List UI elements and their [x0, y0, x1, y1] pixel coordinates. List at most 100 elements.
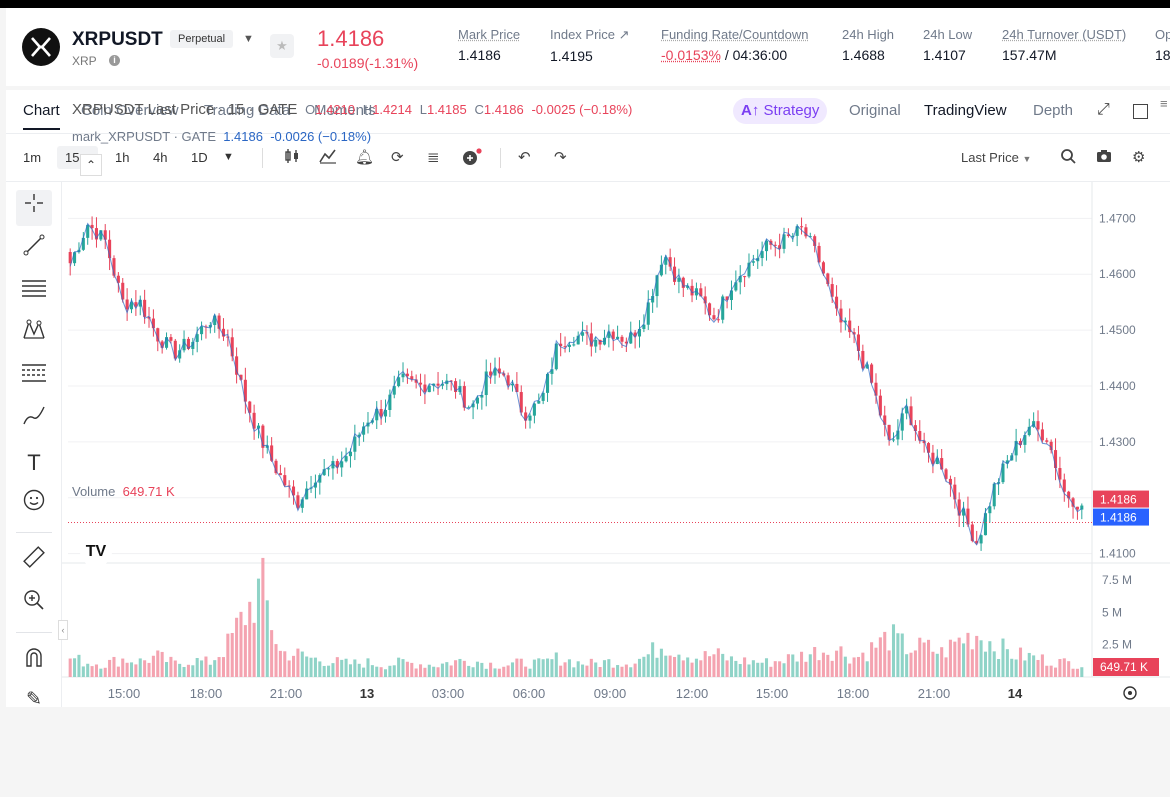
- collapse-sidebar-icon[interactable]: ‹: [58, 620, 68, 640]
- price-chart[interactable]: 1.47001.46001.45001.44001.43001.42001.41…: [62, 182, 1170, 797]
- volume-bar: [423, 667, 427, 677]
- interval-1d[interactable]: 1D: [191, 150, 208, 165]
- volume-bar: [576, 661, 580, 677]
- candle-body: [983, 513, 987, 536]
- candle-type-icon[interactable]: [284, 148, 300, 168]
- funding-rate-value[interactable]: -0.0153%: [661, 47, 721, 63]
- mark-legend-value: 1.4186: [223, 129, 263, 144]
- zoom-in-icon[interactable]: [16, 588, 52, 624]
- candle-body: [1058, 468, 1062, 480]
- indicators-icon[interactable]: [319, 148, 337, 168]
- candle-body: [681, 277, 685, 288]
- window-mode-icon[interactable]: [1133, 104, 1148, 119]
- stat-index-price: Index Price ↗ 1.4195: [550, 27, 630, 64]
- text-tool-icon[interactable]: T: [27, 450, 41, 475]
- candle-body: [861, 350, 865, 369]
- candle-body: [966, 508, 970, 525]
- candle-body: [760, 251, 764, 259]
- interval-1m[interactable]: 1m: [23, 150, 42, 165]
- candle-body: [1080, 505, 1084, 510]
- undo-icon[interactable]: ↶: [518, 149, 531, 166]
- alert-icon[interactable]: 🔔︎: [355, 149, 375, 166]
- volume-bar: [944, 657, 948, 677]
- symbol-dropdown-icon[interactable]: ▼: [243, 33, 254, 45]
- price-axis-label: 1.4100: [1099, 547, 1136, 561]
- candle-body: [217, 315, 221, 329]
- volume-bar: [283, 651, 287, 677]
- favorite-star-icon[interactable]: ★: [270, 34, 294, 58]
- volume-bar: [353, 659, 357, 677]
- pencil-lock-icon[interactable]: ✎: [26, 689, 42, 707]
- settings-gear-icon[interactable]: ⚙: [1132, 149, 1146, 166]
- candle-body: [440, 384, 444, 386]
- crosshair-icon[interactable]: [16, 190, 52, 226]
- strategy-button[interactable]: A↑ Strategy: [733, 98, 828, 124]
- screenshot-camera-icon[interactable]: [1096, 148, 1112, 168]
- interval-1h[interactable]: 1h: [115, 150, 130, 165]
- info-icon[interactable]: i: [109, 55, 120, 66]
- volume-bar: [103, 667, 107, 677]
- candle-body: [471, 403, 475, 408]
- volume-bar: [905, 654, 909, 677]
- volume-bar: [677, 654, 681, 677]
- pattern-icon[interactable]: [16, 318, 52, 354]
- candle-body: [165, 337, 169, 348]
- trend-line-icon[interactable]: [16, 233, 52, 269]
- volume-bar: [506, 665, 510, 677]
- tab-coin-overview[interactable]: Coin Overview: [81, 102, 179, 119]
- volume-bar: [769, 666, 773, 677]
- search-icon[interactable]: [1060, 148, 1076, 168]
- templates-icon[interactable]: ≣: [427, 149, 440, 166]
- candle-body: [791, 235, 795, 237]
- volume-bar: [708, 656, 712, 677]
- tab-trading-data[interactable]: Trading Data: [204, 102, 291, 119]
- fib-retracement-icon[interactable]: [16, 360, 52, 396]
- price-type-select[interactable]: Last Price ▼: [961, 150, 1032, 165]
- tab-moments[interactable]: Moments: [314, 102, 376, 119]
- mark-price-tag-label: 1.4186: [1100, 511, 1137, 525]
- tab-original[interactable]: Original: [849, 102, 901, 119]
- volume-bar: [856, 656, 860, 677]
- time-axis-label: 06:00: [513, 686, 546, 701]
- volume-bar: [1054, 667, 1058, 677]
- stat-24h-turnover: 24h Turnover (USDT) 157.47M: [1002, 27, 1127, 63]
- volume-bar: [410, 662, 414, 677]
- more-options-icon[interactable]: ≡: [1160, 100, 1168, 111]
- tab-tradingview[interactable]: TradingView: [924, 102, 1007, 119]
- candle-body: [677, 277, 681, 282]
- candle-body: [362, 426, 366, 435]
- candle-body: [493, 368, 497, 376]
- ruler-icon[interactable]: [16, 545, 52, 581]
- volume-bar: [331, 663, 335, 677]
- volume-bar: [546, 658, 550, 677]
- tab-chart[interactable]: Chart: [23, 102, 60, 130]
- replay-icon[interactable]: ⟳: [391, 149, 404, 166]
- volume-bar: [305, 656, 309, 677]
- fullscreen-icon[interactable]: ⤢: [1097, 101, 1110, 118]
- candle-body: [186, 338, 190, 349]
- candle-body: [642, 324, 646, 329]
- candle-body: [300, 499, 304, 508]
- symbol-name[interactable]: XRPUSDT: [72, 29, 163, 50]
- volume-bar: [699, 660, 703, 677]
- tradingview-logo[interactable]: TV: [80, 538, 112, 566]
- interval-4h[interactable]: 4h: [153, 150, 168, 165]
- magnet-icon[interactable]: [16, 645, 52, 681]
- tab-depth[interactable]: Depth: [1033, 102, 1074, 119]
- candle-body: [318, 475, 322, 483]
- add-plugin-icon[interactable]: [462, 148, 482, 170]
- candle-body: [510, 383, 515, 386]
- emoji-icon[interactable]: [16, 488, 52, 524]
- volume-bar: [589, 658, 593, 677]
- horizontal-lines-icon[interactable]: [16, 275, 52, 311]
- volume-last-tag: [1093, 658, 1159, 676]
- collapse-legend-icon[interactable]: ⌃: [80, 154, 102, 176]
- volume-bar: [927, 639, 931, 677]
- interval-dropdown-icon[interactable]: ▼: [223, 151, 234, 163]
- volume-bar: [751, 660, 755, 677]
- candle-body: [782, 234, 786, 249]
- brush-icon[interactable]: [16, 403, 52, 439]
- redo-icon[interactable]: ↷: [554, 149, 567, 166]
- volume-bar: [90, 666, 94, 677]
- candle-body: [256, 425, 261, 429]
